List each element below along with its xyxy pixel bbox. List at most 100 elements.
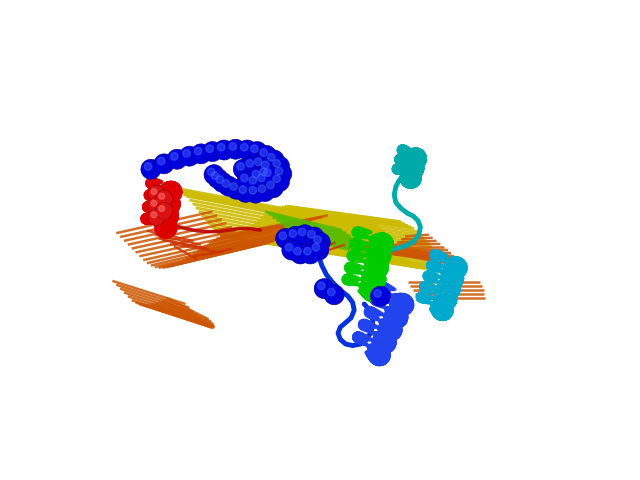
Circle shape: [304, 227, 324, 247]
Circle shape: [300, 244, 320, 264]
Circle shape: [308, 230, 315, 238]
Circle shape: [304, 247, 311, 255]
Circle shape: [237, 171, 257, 191]
Circle shape: [246, 173, 266, 193]
Circle shape: [216, 176, 223, 183]
Circle shape: [243, 156, 262, 176]
Circle shape: [252, 170, 260, 178]
Circle shape: [234, 159, 253, 179]
Circle shape: [212, 172, 232, 192]
Circle shape: [291, 244, 310, 264]
Circle shape: [260, 166, 280, 185]
Circle shape: [260, 168, 268, 176]
Circle shape: [208, 168, 228, 189]
Circle shape: [259, 185, 266, 192]
Circle shape: [276, 228, 296, 249]
Circle shape: [246, 183, 266, 203]
Circle shape: [157, 157, 165, 165]
Circle shape: [279, 232, 287, 240]
Circle shape: [195, 147, 202, 155]
Circle shape: [269, 171, 289, 192]
Circle shape: [170, 153, 178, 160]
Circle shape: [148, 185, 164, 203]
Circle shape: [191, 144, 211, 164]
Circle shape: [151, 200, 157, 206]
Circle shape: [179, 146, 200, 166]
Circle shape: [272, 164, 292, 184]
Circle shape: [289, 229, 297, 237]
Circle shape: [237, 163, 244, 170]
Circle shape: [282, 240, 302, 260]
Circle shape: [324, 285, 344, 305]
Circle shape: [239, 186, 246, 193]
Circle shape: [298, 228, 306, 236]
Circle shape: [267, 181, 275, 189]
Circle shape: [308, 240, 329, 260]
Circle shape: [237, 140, 257, 160]
Circle shape: [249, 167, 269, 187]
Circle shape: [167, 149, 187, 169]
Circle shape: [273, 159, 280, 167]
Circle shape: [257, 174, 265, 182]
Circle shape: [260, 149, 268, 156]
Circle shape: [268, 154, 275, 161]
Circle shape: [255, 181, 275, 202]
Circle shape: [261, 161, 269, 168]
Circle shape: [219, 176, 239, 196]
Circle shape: [247, 142, 267, 162]
Circle shape: [295, 225, 315, 245]
Circle shape: [257, 165, 276, 185]
Circle shape: [264, 150, 284, 170]
Circle shape: [148, 208, 164, 226]
Circle shape: [207, 168, 215, 176]
Circle shape: [154, 154, 174, 174]
Circle shape: [225, 139, 246, 159]
Circle shape: [310, 232, 330, 252]
Circle shape: [222, 180, 230, 187]
Circle shape: [294, 247, 301, 255]
Circle shape: [273, 175, 280, 182]
Circle shape: [371, 286, 390, 306]
Circle shape: [312, 243, 320, 251]
Circle shape: [144, 163, 152, 170]
Circle shape: [263, 178, 284, 198]
Circle shape: [250, 145, 258, 153]
Circle shape: [249, 177, 257, 184]
Circle shape: [269, 156, 289, 176]
Circle shape: [314, 278, 334, 299]
Circle shape: [285, 243, 293, 251]
Circle shape: [159, 205, 164, 212]
Circle shape: [254, 171, 274, 191]
Circle shape: [202, 142, 223, 162]
Circle shape: [206, 145, 214, 153]
Circle shape: [251, 155, 271, 175]
Circle shape: [211, 172, 219, 180]
Circle shape: [314, 236, 321, 243]
Circle shape: [328, 288, 335, 296]
Circle shape: [204, 165, 224, 185]
Circle shape: [249, 187, 257, 194]
Circle shape: [151, 212, 157, 217]
Circle shape: [257, 145, 276, 166]
Circle shape: [227, 179, 246, 199]
Circle shape: [156, 190, 172, 207]
Circle shape: [218, 144, 225, 151]
Circle shape: [229, 143, 237, 150]
Circle shape: [151, 189, 157, 194]
Circle shape: [159, 193, 164, 199]
Circle shape: [374, 290, 381, 297]
Circle shape: [214, 140, 234, 160]
Circle shape: [148, 197, 164, 214]
Circle shape: [275, 167, 283, 175]
Circle shape: [141, 159, 161, 179]
Circle shape: [246, 159, 253, 167]
Circle shape: [236, 182, 255, 203]
Circle shape: [258, 158, 278, 178]
Circle shape: [156, 203, 172, 219]
Circle shape: [317, 282, 325, 289]
Circle shape: [230, 183, 237, 190]
Circle shape: [183, 150, 191, 157]
Circle shape: [241, 144, 248, 151]
Circle shape: [255, 158, 262, 166]
Circle shape: [264, 169, 271, 177]
